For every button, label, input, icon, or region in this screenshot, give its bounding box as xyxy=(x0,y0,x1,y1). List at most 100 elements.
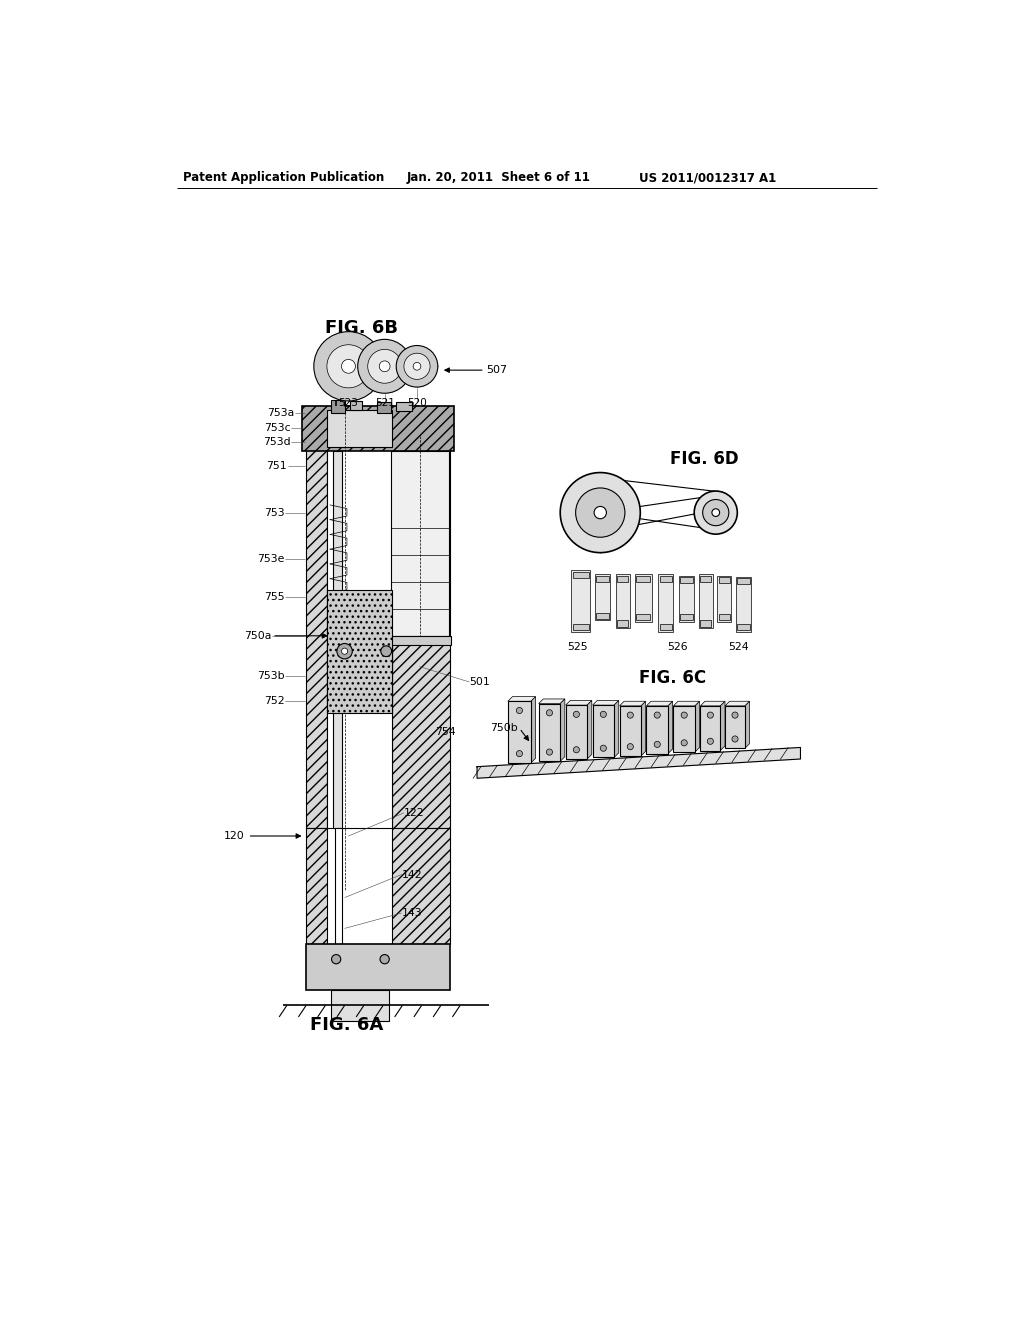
Text: Patent Application Publication: Patent Application Publication xyxy=(183,172,384,185)
Text: 142: 142 xyxy=(401,870,422,879)
Text: 501: 501 xyxy=(469,677,490,686)
Bar xyxy=(674,706,695,752)
Circle shape xyxy=(573,711,580,718)
Polygon shape xyxy=(725,701,750,706)
Polygon shape xyxy=(565,701,592,705)
Bar xyxy=(306,407,327,829)
Polygon shape xyxy=(646,701,673,706)
Circle shape xyxy=(313,331,383,401)
Circle shape xyxy=(327,345,370,388)
Bar xyxy=(572,572,589,578)
Text: 122: 122 xyxy=(403,808,425,818)
Bar xyxy=(333,451,342,829)
Polygon shape xyxy=(508,697,536,701)
Bar xyxy=(617,576,628,582)
Circle shape xyxy=(594,507,606,519)
Text: 752: 752 xyxy=(264,696,285,706)
Bar xyxy=(593,705,614,758)
Circle shape xyxy=(708,711,714,718)
Bar xyxy=(725,706,745,748)
Bar xyxy=(335,829,342,944)
Text: 750b: 750b xyxy=(490,723,518,733)
Bar xyxy=(565,705,587,759)
Circle shape xyxy=(654,711,660,718)
Text: 753c: 753c xyxy=(264,422,291,433)
Text: Jan. 20, 2011  Sheet 6 of 11: Jan. 20, 2011 Sheet 6 of 11 xyxy=(407,172,590,185)
Bar xyxy=(350,401,361,411)
Circle shape xyxy=(708,738,714,744)
Bar xyxy=(331,400,345,412)
Circle shape xyxy=(379,360,390,372)
Text: 753e: 753e xyxy=(257,554,285,564)
Text: 143: 143 xyxy=(401,908,422,917)
Bar xyxy=(717,576,731,622)
Circle shape xyxy=(712,508,720,516)
Polygon shape xyxy=(587,701,592,759)
Bar xyxy=(327,407,392,829)
Bar xyxy=(737,624,750,631)
Text: 521: 521 xyxy=(375,399,394,408)
Polygon shape xyxy=(700,701,725,706)
Bar xyxy=(617,620,628,627)
Text: 525: 525 xyxy=(567,643,588,652)
Bar xyxy=(595,574,610,620)
Circle shape xyxy=(342,359,355,374)
Text: 753b: 753b xyxy=(257,671,285,681)
Circle shape xyxy=(516,751,522,756)
Bar xyxy=(658,574,674,632)
Polygon shape xyxy=(695,701,699,752)
Circle shape xyxy=(654,742,660,747)
Circle shape xyxy=(702,499,729,525)
Text: 120: 120 xyxy=(224,832,245,841)
Polygon shape xyxy=(614,701,618,758)
Bar xyxy=(508,701,531,763)
Circle shape xyxy=(573,747,580,752)
Bar xyxy=(539,704,560,762)
Circle shape xyxy=(337,644,352,659)
Circle shape xyxy=(396,346,438,387)
Bar xyxy=(635,574,652,622)
Circle shape xyxy=(600,711,606,718)
Circle shape xyxy=(516,708,522,714)
Bar xyxy=(637,614,650,620)
Text: FIG. 6A: FIG. 6A xyxy=(309,1015,383,1034)
Bar xyxy=(388,636,451,645)
Bar xyxy=(680,577,692,583)
Bar xyxy=(572,624,589,631)
Text: 751: 751 xyxy=(266,462,287,471)
Circle shape xyxy=(380,954,389,964)
Text: US 2011/0012317 A1: US 2011/0012317 A1 xyxy=(639,172,776,185)
Bar xyxy=(679,576,694,622)
Bar xyxy=(331,990,388,1020)
Polygon shape xyxy=(539,700,565,704)
Bar xyxy=(596,612,608,619)
Text: FIG. 6B: FIG. 6B xyxy=(325,319,398,337)
Bar xyxy=(700,706,720,751)
Circle shape xyxy=(547,748,553,755)
Bar xyxy=(392,407,451,829)
Bar xyxy=(396,401,412,411)
Polygon shape xyxy=(720,701,725,751)
Text: 753d: 753d xyxy=(263,437,291,446)
Text: 753: 753 xyxy=(264,508,285,517)
Circle shape xyxy=(681,711,687,718)
Bar xyxy=(698,574,713,628)
Bar xyxy=(637,576,650,582)
Bar xyxy=(719,577,730,583)
Bar xyxy=(306,829,327,944)
Circle shape xyxy=(413,363,421,370)
Circle shape xyxy=(368,350,401,383)
Circle shape xyxy=(694,491,737,535)
Circle shape xyxy=(547,710,553,715)
Text: 753a: 753a xyxy=(267,408,295,417)
Text: FIG. 6C: FIG. 6C xyxy=(639,669,706,688)
Circle shape xyxy=(681,739,687,746)
Text: 523: 523 xyxy=(339,399,358,408)
Circle shape xyxy=(342,648,348,655)
Polygon shape xyxy=(477,747,801,779)
Bar xyxy=(659,624,672,631)
Circle shape xyxy=(332,954,341,964)
Bar xyxy=(737,578,750,585)
Polygon shape xyxy=(745,701,750,748)
Text: 526: 526 xyxy=(667,643,687,652)
